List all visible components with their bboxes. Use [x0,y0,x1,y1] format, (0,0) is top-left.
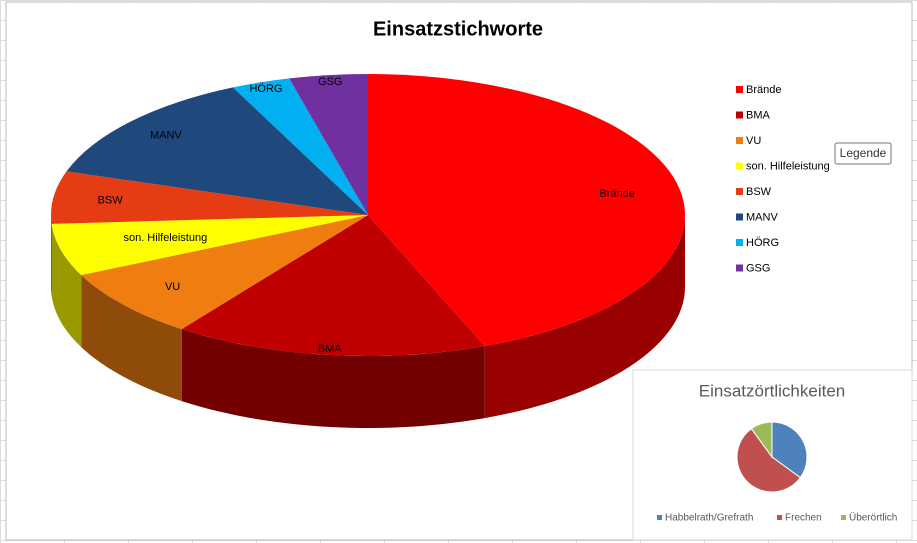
data-label: son. Hilfeleistung [123,232,207,244]
slice [289,74,368,215]
data-label: VU [165,281,180,293]
legend-label: BMA [746,109,771,121]
tooltip: Legende [834,142,892,165]
legend-label: GSG [746,262,770,274]
slice-side [484,215,685,419]
slice [51,171,369,224]
data-label: BSW [98,194,124,206]
legend-label: BSW [746,186,772,198]
slice [771,421,808,479]
tooltip-box [834,142,892,165]
legend-swatch [736,137,743,144]
data-label: MANV [150,130,182,142]
legend-label: Überörtlich [849,512,897,524]
legend-swatch [777,515,782,520]
slice-side [51,223,82,348]
legend-swatch [736,162,743,170]
slice [181,215,485,356]
slice-side [81,275,182,402]
chart-title: Einsatzstichworte [373,18,543,40]
legend-label: MANV [746,211,778,223]
legend-swatch [736,86,743,93]
tooltip-text: Legende [840,146,887,160]
slice-side [181,329,485,428]
legend-label: Habbelrath/Grefrath [665,513,753,524]
data-label: Brände [599,188,634,200]
slice [736,427,802,493]
legend-swatch [736,188,743,195]
slice [81,215,368,330]
slice-side [51,215,52,296]
data-label: HÖRG [249,83,282,95]
data-label: GSG [318,76,342,88]
legend-label: VU [746,135,761,147]
legend-swatch [736,239,743,246]
legend-swatch [657,515,662,520]
legend-swatch [736,111,743,119]
slice [51,215,369,276]
data-label: BMA [318,343,343,355]
slice [750,421,773,459]
legend-swatch [841,515,846,520]
slice [66,87,369,215]
slice [368,74,686,347]
legend-swatch [736,264,743,272]
slice [233,78,368,215]
legend-label: Brände [746,84,781,96]
legend-label: son. Hilfeleistung [746,160,830,172]
legend-swatch [736,213,743,221]
legend-label: HÖRG [746,237,779,249]
sub-chart-title: Einsatzörtlichkeiten [699,381,845,400]
legend-label: Frechen [785,513,822,524]
